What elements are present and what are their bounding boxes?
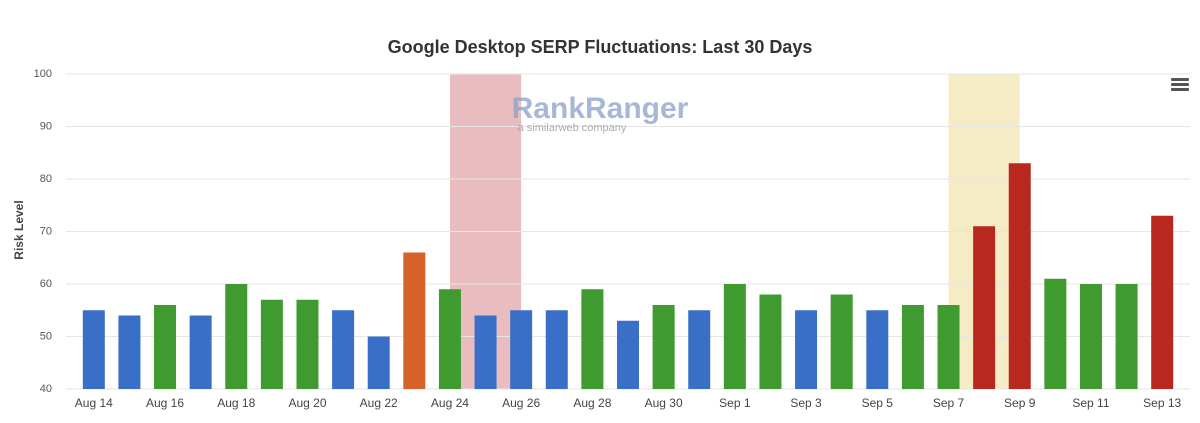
- bar: [438, 289, 461, 389]
- bar: [759, 294, 782, 389]
- y-tick-label: 90: [40, 120, 52, 132]
- x-tick-label: Aug 18: [217, 396, 255, 410]
- bar: [367, 336, 390, 389]
- bar: [1151, 215, 1174, 389]
- bar: [82, 310, 105, 389]
- x-tick-label: Aug 24: [431, 396, 469, 410]
- bar: [510, 310, 533, 389]
- x-tick-label: Aug 16: [146, 396, 184, 410]
- bar: [332, 310, 355, 389]
- y-tick-label: 40: [40, 383, 52, 395]
- menu-icon-line: [1171, 78, 1189, 81]
- y-tick-label: 70: [40, 225, 52, 237]
- x-tick-label: Aug 30: [645, 396, 683, 410]
- y-tick-label: 100: [34, 68, 52, 80]
- bar: [795, 310, 818, 389]
- bar: [617, 320, 639, 389]
- bar: [296, 299, 319, 389]
- x-tick-label: Aug 20: [288, 396, 326, 410]
- bar: [118, 315, 141, 389]
- menu-button[interactable]: [1168, 76, 1190, 94]
- bar: [1079, 284, 1102, 389]
- x-tick-label: Aug 26: [502, 396, 540, 410]
- x-tick-label: Sep 7: [933, 396, 965, 410]
- bar: [688, 310, 711, 389]
- x-tick-label: Sep 3: [790, 396, 822, 410]
- bar: [545, 310, 568, 389]
- x-tick-label: Sep 5: [862, 396, 894, 410]
- bar: [652, 305, 675, 389]
- bar: [901, 305, 924, 389]
- y-axis-label: Risk Level: [12, 200, 26, 259]
- bar: [723, 284, 746, 389]
- menu-icon-line: [1171, 88, 1189, 91]
- chart-title: Google Desktop SERP Fluctuations: Last 3…: [388, 37, 813, 57]
- x-tick-label: Aug 14: [75, 396, 113, 410]
- x-tick-label: Sep 13: [1143, 396, 1181, 410]
- x-tick-label: Sep 11: [1072, 396, 1109, 410]
- menu-icon-line: [1171, 83, 1189, 86]
- bar: [937, 305, 960, 389]
- x-tick-label: Sep 9: [1004, 396, 1036, 410]
- bar: [189, 315, 212, 389]
- watermark-brand: RankRanger: [512, 92, 689, 125]
- bar: [225, 284, 248, 389]
- bar: [1008, 163, 1031, 389]
- bar: [866, 310, 889, 389]
- y-tick-label: 60: [40, 278, 52, 290]
- x-tick-label: Aug 22: [360, 396, 398, 410]
- bar: [830, 294, 853, 389]
- grid: [66, 73, 1190, 390]
- bar: [581, 289, 604, 389]
- bar: [403, 252, 426, 389]
- y-tick-label: 50: [40, 330, 52, 342]
- x-tick-label: Aug 28: [573, 396, 611, 410]
- bar: [973, 226, 996, 389]
- y-tick-label: 80: [40, 173, 52, 185]
- bar: [260, 299, 283, 389]
- bar: [1044, 278, 1067, 389]
- bar: [154, 305, 177, 389]
- bar: [474, 315, 497, 389]
- watermark-tagline: a similarweb company: [518, 122, 627, 134]
- x-tick-label: Sep 1: [719, 396, 751, 410]
- bar: [1115, 284, 1138, 389]
